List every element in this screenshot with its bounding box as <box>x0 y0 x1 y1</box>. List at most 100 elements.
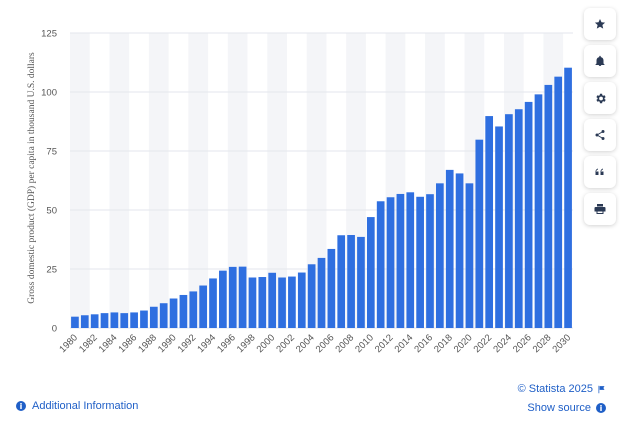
cite-button[interactable] <box>584 156 616 188</box>
x-tick-label: 1992 <box>176 332 199 355</box>
bar-2017[interactable] <box>436 183 444 328</box>
bar-2030[interactable] <box>564 67 572 328</box>
bar-1985[interactable] <box>120 313 129 328</box>
bar-2011[interactable] <box>376 201 385 328</box>
bar-2022[interactable] <box>485 116 494 329</box>
bar-1995[interactable] <box>219 270 227 328</box>
column-band <box>188 33 209 328</box>
x-tick-label: 2018 <box>432 332 455 355</box>
print-button[interactable] <box>584 193 616 225</box>
x-tick-label: 2014 <box>393 332 416 355</box>
bar-1986[interactable] <box>130 312 138 328</box>
bar-2002[interactable] <box>288 276 296 328</box>
bar-2003[interactable] <box>297 272 306 328</box>
x-tick-label: 2000 <box>255 332 278 355</box>
column-band <box>70 33 90 328</box>
bar-2016[interactable] <box>426 194 434 328</box>
y-axis: 0 25 50 75 100 125 <box>41 29 57 335</box>
share-button[interactable] <box>584 119 616 151</box>
bar-2005[interactable] <box>317 257 326 328</box>
bar-2007[interactable] <box>337 235 346 328</box>
bar-1981[interactable] <box>80 315 89 328</box>
quote-icon <box>595 168 604 175</box>
x-tick-label: 1980 <box>57 332 80 355</box>
bar-1987[interactable] <box>140 310 148 328</box>
bar-2015[interactable] <box>416 196 424 328</box>
x-axis: 1980198219841986198819901992199419961998… <box>57 332 573 355</box>
bar-1994[interactable] <box>209 278 217 328</box>
settings-button[interactable] <box>584 82 616 114</box>
bar-2001[interactable] <box>278 277 286 328</box>
bar-2012[interactable] <box>386 197 395 328</box>
bar-2019[interactable] <box>455 173 464 328</box>
x-tick-label: 1994 <box>195 332 218 355</box>
x-tick-label: 1990 <box>156 332 179 355</box>
x-tick-label: 2006 <box>314 332 337 355</box>
bar-2025[interactable] <box>514 109 523 328</box>
statista-credit[interactable]: © Statista 2025 <box>518 383 606 395</box>
bar-2006[interactable] <box>327 248 336 328</box>
x-tick-label: 2026 <box>511 332 534 355</box>
show-source-label: Show source <box>527 402 591 414</box>
credit-label: © Statista 2025 <box>517 383 593 395</box>
bar-2018[interactable] <box>445 169 454 328</box>
bar-2027[interactable] <box>534 94 543 328</box>
y-tick-label: 50 <box>46 206 57 217</box>
bar-2004[interactable] <box>307 264 316 328</box>
bar-1997[interactable] <box>238 266 247 328</box>
notification-button[interactable] <box>584 45 616 77</box>
bar-2020[interactable] <box>465 183 474 328</box>
y-tick-label: 0 <box>52 324 57 335</box>
bar-1998[interactable] <box>248 277 257 328</box>
bar-1980[interactable] <box>71 316 79 328</box>
bar-1983[interactable] <box>100 313 109 328</box>
bar-1982[interactable] <box>90 314 99 328</box>
bar-2023[interactable] <box>495 126 503 329</box>
x-tick-label: 2020 <box>452 332 475 355</box>
x-tick-label: 1986 <box>117 332 140 355</box>
bar-2024[interactable] <box>505 114 513 329</box>
bar-2026[interactable] <box>524 101 533 328</box>
bar-2028[interactable] <box>544 84 553 328</box>
bar-1999[interactable] <box>258 277 267 328</box>
x-tick-label: 2028 <box>531 332 554 355</box>
bar-2029[interactable] <box>554 76 563 328</box>
info-icon: i <box>596 403 606 413</box>
bar-1988[interactable] <box>149 306 158 328</box>
bar-2000[interactable] <box>268 272 277 328</box>
bar-1989[interactable] <box>159 303 168 328</box>
x-tick-label: 1988 <box>136 332 159 355</box>
additional-information-link[interactable]: i Additional Information <box>16 400 138 412</box>
column-band <box>227 33 248 328</box>
bar-2014[interactable] <box>406 192 415 328</box>
y-tick-label: 25 <box>46 265 57 276</box>
x-tick-label: 2004 <box>294 332 317 355</box>
bar-2021[interactable] <box>475 139 484 328</box>
x-tick-label: 2016 <box>412 332 435 355</box>
column-band <box>267 33 287 328</box>
bar-1990[interactable] <box>169 298 178 329</box>
bar-2009[interactable] <box>357 236 365 328</box>
bar-1992[interactable] <box>189 291 198 328</box>
x-tick-label: 2008 <box>333 332 356 355</box>
bar-1993[interactable] <box>199 285 207 328</box>
additional-information-label: Additional Information <box>32 400 139 412</box>
print-icon <box>594 204 606 214</box>
y-tick-label: 100 <box>41 88 57 99</box>
x-tick-label: 2002 <box>274 332 297 355</box>
bar-2008[interactable] <box>347 235 355 328</box>
bar-1984[interactable] <box>110 312 119 328</box>
flag-icon <box>598 385 605 393</box>
bar-1996[interactable] <box>228 266 237 328</box>
bar-2013[interactable] <box>396 193 405 328</box>
bookmark-button[interactable] <box>584 8 616 40</box>
x-tick-label: 2010 <box>353 332 376 355</box>
column-band <box>109 33 130 328</box>
bar-1991[interactable] <box>179 294 188 328</box>
bar-2010[interactable] <box>366 217 375 328</box>
y-tick-label: 125 <box>41 29 57 40</box>
show-source-link[interactable]: Show source i <box>527 402 606 414</box>
x-tick-label: 2030 <box>550 332 573 355</box>
share-icon <box>595 130 605 140</box>
